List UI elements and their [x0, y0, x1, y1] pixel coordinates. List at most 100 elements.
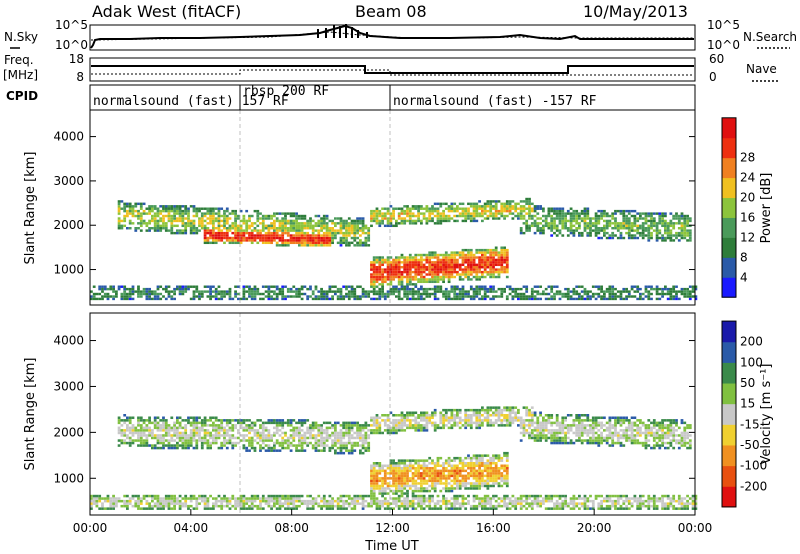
power-cell	[181, 222, 185, 225]
power-cell	[286, 241, 290, 245]
velocity-cell	[342, 504, 346, 508]
power-cell	[167, 292, 171, 296]
power-cell	[542, 231, 545, 235]
velocity-cell	[422, 459, 426, 462]
velocity-cell	[447, 487, 451, 490]
velocity-cell	[281, 444, 285, 447]
power-cell	[137, 292, 140, 296]
power-cell	[383, 295, 387, 298]
power-cell	[228, 236, 232, 240]
power-cell	[192, 290, 196, 293]
power-cell	[636, 219, 640, 223]
velocity-cell	[145, 436, 149, 440]
velocity-cell	[170, 497, 174, 500]
power-cell	[500, 251, 504, 254]
velocity-cell	[126, 424, 129, 427]
power-cell	[533, 224, 537, 228]
power-cell	[500, 263, 504, 267]
power-cell	[359, 297, 362, 301]
power-cell	[456, 295, 459, 298]
velocity-cell	[286, 497, 290, 500]
velocity-cell	[395, 479, 398, 483]
power-cell	[328, 244, 332, 247]
velocity-cell	[234, 497, 237, 500]
velocity-cell	[162, 446, 165, 450]
power-cell	[483, 251, 487, 254]
velocity-cell	[223, 504, 226, 508]
velocity-cell	[372, 492, 376, 495]
velocity-cell	[444, 419, 448, 422]
power-cell	[500, 270, 504, 274]
power-cell	[688, 234, 692, 237]
velocity-cell	[361, 424, 365, 427]
power-cell	[639, 292, 642, 296]
velocity-cell	[439, 416, 443, 420]
power-cell	[381, 261, 384, 264]
power-cell	[494, 214, 498, 218]
velocity-cell	[295, 421, 298, 425]
velocity-cell	[245, 497, 249, 500]
power-cell	[403, 261, 407, 264]
power-cell	[336, 241, 340, 245]
velocity-cell	[311, 421, 315, 425]
power-cell	[173, 217, 176, 220]
power-cell	[517, 207, 520, 210]
power-cell	[378, 275, 382, 279]
velocity-cell	[433, 489, 437, 493]
velocity-cell	[345, 444, 348, 447]
velocity-cell	[392, 464, 395, 468]
power-cell	[683, 231, 687, 235]
power-cell	[361, 241, 365, 245]
velocity-cell	[162, 441, 165, 445]
velocity-cell	[309, 499, 312, 503]
power-cell	[375, 222, 379, 225]
power-cell	[153, 227, 157, 230]
power-cell	[381, 258, 384, 262]
velocity-cell	[356, 444, 359, 447]
power-cell	[519, 297, 523, 301]
power-cell	[655, 285, 659, 288]
power-cell	[672, 214, 676, 218]
power-cell	[411, 261, 415, 264]
velocity-cell	[270, 446, 273, 450]
velocity-cell	[361, 429, 365, 432]
power-cell	[461, 261, 465, 264]
velocity-cell	[331, 444, 334, 447]
velocity-cell	[178, 494, 182, 498]
velocity-cell	[400, 429, 404, 432]
power-cell	[361, 287, 365, 291]
velocity-cell	[328, 499, 332, 503]
velocity-cell	[447, 464, 451, 468]
power-cell	[591, 292, 595, 296]
velocity-cell	[322, 504, 326, 508]
power-cell	[425, 292, 429, 296]
velocity-cell	[273, 504, 276, 508]
velocity-cell	[356, 494, 359, 498]
power-cell	[686, 287, 689, 291]
power-cell	[162, 287, 165, 291]
velocity-cell	[442, 462, 445, 465]
velocity-cell	[433, 472, 437, 475]
power-cell	[303, 236, 307, 240]
power-cell	[117, 222, 121, 225]
power-cell	[469, 202, 473, 206]
power-cell	[356, 219, 359, 223]
velocity-cell	[156, 441, 160, 445]
power-cell	[436, 290, 440, 293]
velocity-cell	[181, 434, 185, 437]
power-cell	[519, 214, 523, 218]
power-cell	[353, 287, 357, 291]
power-cell	[400, 275, 404, 279]
velocity-cell	[450, 497, 454, 500]
power-cell	[519, 295, 523, 298]
power-cell	[600, 229, 603, 232]
velocity-cell	[225, 429, 229, 432]
velocity-cell	[167, 444, 171, 447]
power-cell	[680, 222, 684, 225]
velocity-cell	[444, 414, 448, 417]
power-cell	[372, 297, 376, 301]
power-cell	[475, 212, 479, 215]
velocity-cell	[237, 441, 240, 445]
power-cell	[139, 214, 143, 218]
velocity-cell	[375, 497, 379, 500]
